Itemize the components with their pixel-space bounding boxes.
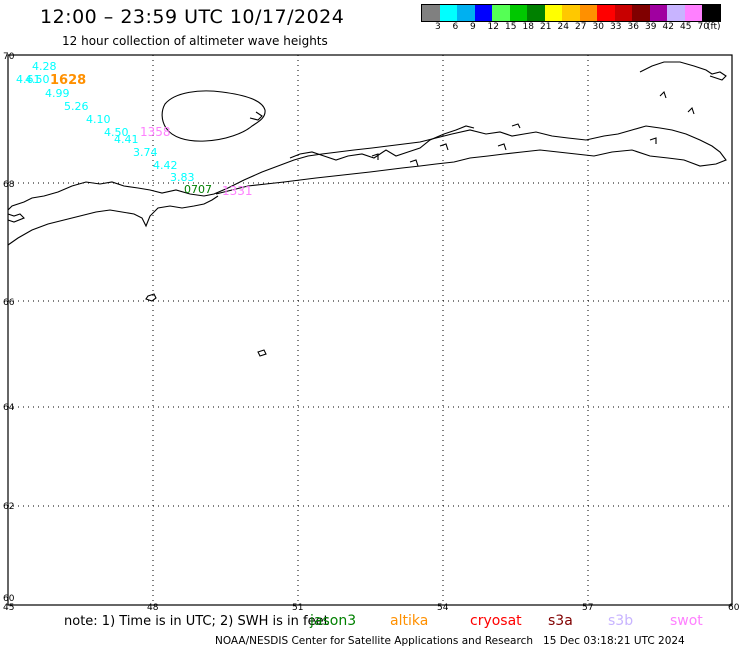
mainland-coast	[7, 125, 727, 211]
satellite-legend-item: s3b	[608, 613, 634, 629]
lat-label-68: 68	[3, 180, 15, 190]
scale-swatch	[439, 5, 457, 21]
scale-swatch	[649, 5, 667, 21]
observation-label: 1628	[50, 73, 86, 88]
kolguev-island-outline	[161, 90, 266, 142]
lat-label-66: 66	[3, 298, 15, 308]
lat-label-62: 62	[3, 502, 14, 512]
scale-swatch	[422, 5, 440, 21]
scale-label: 15	[505, 22, 517, 32]
small-islet-2	[257, 349, 267, 357]
lon-label-45: 45	[3, 603, 14, 613]
kolguev-spit	[249, 111, 263, 121]
scale-swatch	[544, 5, 562, 21]
source-name: NOAA/NESDIS Center for Satellite Applica…	[215, 635, 533, 647]
generated-timestamp: 15 Dec 03:18:21 UTC 2024	[543, 635, 685, 647]
map-title: 12:00 – 23:59 UTC 10/17/2024	[40, 6, 345, 28]
observation-label: 3.74	[133, 146, 158, 159]
scale-swatch	[579, 5, 597, 21]
lon-label-48: 48	[147, 603, 159, 613]
observation-label: 1358	[140, 125, 171, 139]
scale-swatch	[474, 5, 492, 21]
pechora-bay-coast	[289, 125, 475, 161]
satellite-legend-item: swot	[670, 613, 703, 629]
scale-label: 9	[470, 22, 476, 32]
lon-label-57: 57	[582, 603, 593, 613]
observation-label: 4.41	[114, 133, 139, 146]
footer-note: note: 1) Time is in UTC; 2) SWH is in fe…	[64, 614, 329, 629]
footer-source: NOAA/NESDIS Center for Satellite Applica…	[215, 635, 685, 647]
wave-height-color-scale	[421, 4, 721, 22]
scale-swatch	[684, 5, 702, 21]
scale-label: (ft)	[707, 22, 721, 32]
observation-label: 4.99	[45, 87, 70, 100]
satellite-legend-item: jason3	[310, 613, 357, 629]
lon-label-60: 60	[728, 603, 740, 613]
lon-label-54: 54	[437, 603, 449, 613]
scale-swatch	[667, 5, 685, 21]
lat-lon-grid	[8, 55, 732, 605]
scale-swatch	[632, 5, 650, 21]
northern-islands	[639, 61, 727, 81]
scale-label: 12	[487, 22, 499, 32]
scale-label: 39	[645, 22, 657, 32]
satellite-legend-item: s3a	[548, 613, 573, 629]
coastal-islands-east	[371, 90, 695, 167]
observation-label: 4.10	[86, 113, 111, 126]
lat-label-70: 70	[3, 52, 15, 62]
scale-label: 36	[627, 22, 639, 32]
kanin-peninsula-coast	[7, 195, 219, 246]
scale-label: 3	[435, 22, 441, 32]
scale-label: 30	[592, 22, 604, 32]
scale-label: 27	[575, 22, 587, 32]
scale-swatch	[509, 5, 527, 21]
scale-label: 24	[557, 22, 569, 32]
small-islet-1	[145, 293, 157, 302]
white-sea-edge	[7, 213, 25, 223]
scale-label: 6	[452, 22, 459, 32]
satellite-legend-item: cryosat	[470, 613, 522, 629]
observation-label: 4.42	[153, 159, 178, 172]
satellite-legend-item: altika	[390, 613, 429, 629]
observation-label: 4.50	[104, 126, 129, 139]
lon-labels: 45 48 51 54 57 60	[3, 603, 740, 613]
observation-label: 3.83	[170, 171, 195, 184]
observation-label: 4.61	[16, 73, 41, 86]
scale-swatch	[562, 5, 580, 21]
observation-label: 5.26	[64, 100, 89, 113]
color-scale-labels: 3 6 9 12 15 18 21 24 27 30 33 36 39 42 45 70 (ft)	[421, 22, 740, 32]
scale-label: 18	[522, 22, 534, 32]
scale-swatch	[527, 5, 545, 21]
observation-label: 4.28	[32, 60, 57, 73]
lat-labels: 70 68 66 64 62 60	[3, 52, 15, 604]
scale-swatch	[702, 5, 720, 21]
scale-label: 42	[662, 22, 674, 32]
scale-swatch	[457, 5, 475, 21]
coastlines	[7, 61, 727, 357]
observation-label: 4.50	[25, 73, 50, 86]
lon-label-51: 51	[292, 603, 303, 613]
observation-label: 0707	[184, 183, 212, 196]
scale-label: 70	[697, 22, 709, 32]
map-subtitle: 12 hour collection of altimeter wave hei…	[62, 34, 328, 48]
lat-label-60: 60	[3, 594, 15, 604]
scale-swatch	[597, 5, 615, 21]
wave-height-observations: 4.284.614.50 16284.995.264.104.504.411358…	[16, 60, 253, 198]
scale-label: 45	[680, 22, 692, 32]
lat-label-64: 64	[3, 403, 15, 413]
scale-swatch	[492, 5, 510, 21]
scale-label: 33	[610, 22, 622, 32]
map-frame	[7, 54, 733, 606]
scale-label: 21	[540, 22, 552, 32]
observation-label: 1331	[222, 184, 253, 198]
scale-swatch	[614, 5, 632, 21]
